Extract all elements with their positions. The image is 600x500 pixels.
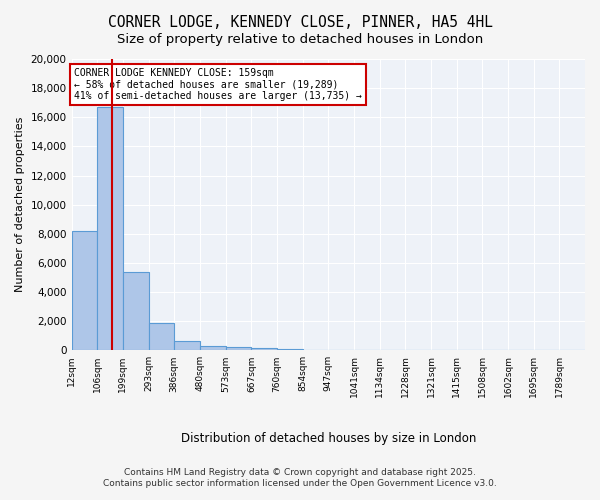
Text: CORNER LODGE, KENNEDY CLOSE, PINNER, HA5 4HL: CORNER LODGE, KENNEDY CLOSE, PINNER, HA5… (107, 15, 493, 30)
Bar (71, 231, 97, 350)
Text: CORNER LODGE KENNEDY CLOSE: 159sqm
← 58% of detached houses are smaller (19,289): CORNER LODGE KENNEDY CLOSE: 159sqm ← 58%… (74, 68, 362, 101)
Bar (97, 107, 123, 350)
Bar (174, 341, 200, 350)
Bar (200, 346, 226, 350)
Text: Size of property relative to detached houses in London: Size of property relative to detached ho… (117, 32, 483, 46)
Bar (251, 348, 277, 350)
X-axis label: Distribution of detached houses by size in London: Distribution of detached houses by size … (181, 432, 476, 445)
Bar (149, 324, 174, 350)
Bar (123, 272, 149, 350)
Bar (226, 347, 251, 350)
Y-axis label: Number of detached properties: Number of detached properties (15, 117, 25, 292)
Text: Contains HM Land Registry data © Crown copyright and database right 2025.
Contai: Contains HM Land Registry data © Crown c… (103, 468, 497, 487)
